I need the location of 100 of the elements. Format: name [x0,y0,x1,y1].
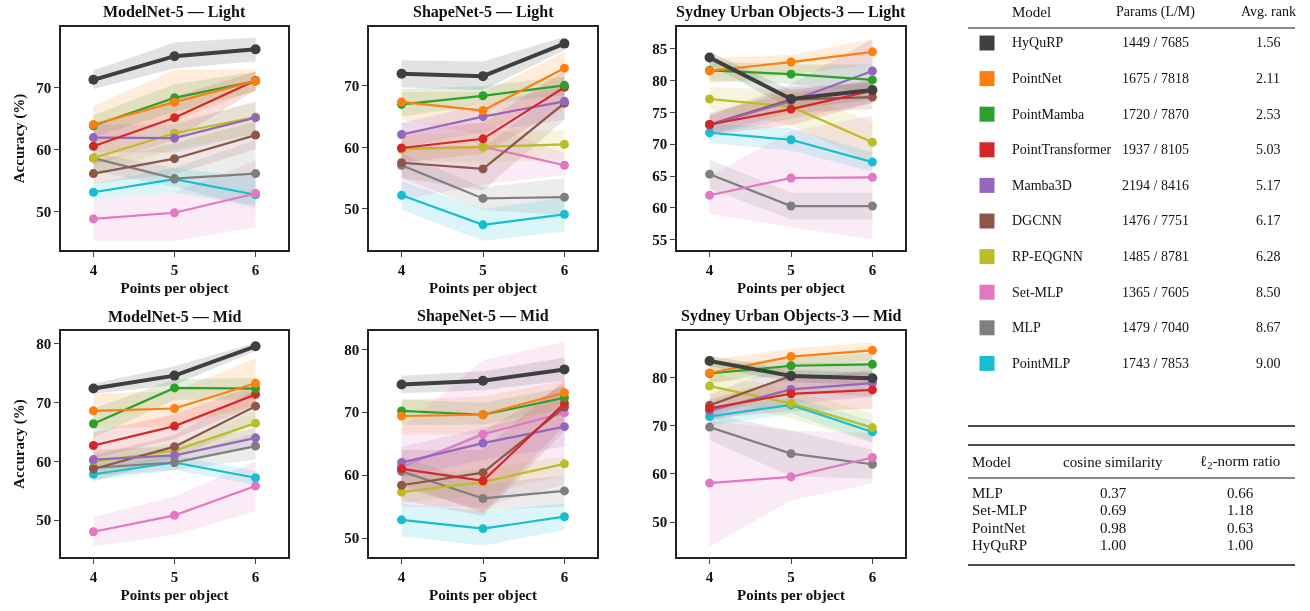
y-tick-label: 55 [652,232,668,249]
point [250,341,261,352]
data-label: 5.17 [1256,178,1281,193]
point [170,154,179,164]
category-label: PointMamba [1012,107,1086,122]
y-tick-label: 80 [344,341,360,358]
point [251,378,261,388]
point [478,193,488,203]
category-label: MLP [972,485,1003,501]
point [251,418,261,428]
chart-title: ModelNet-5 — Light [103,3,246,21]
point [397,411,407,421]
point [170,383,179,393]
point [478,106,488,116]
category-label: Set-MLP [1012,285,1064,300]
point [478,71,488,82]
data-label: 8.67 [1256,320,1281,335]
text: 1743 / 7853 [1122,356,1189,371]
x-axis-title: Points per object [736,587,846,604]
point [867,172,877,182]
y-tick-label: 60 [36,141,52,158]
data-label: 8.50 [1256,285,1281,300]
point [478,220,488,230]
x-axis-title: Points per object [428,587,538,604]
data-label: 1.00 [1227,537,1254,553]
point [169,51,180,62]
point [170,97,179,107]
y-tick-label: 80 [36,336,52,353]
data-label: 1.18 [1227,502,1254,518]
data-label: 0.37 [1100,485,1127,501]
text: 1485 / 8781 [1122,249,1189,264]
x-tick-label: 6 [251,261,260,278]
x-tick-label: 6 [251,568,260,585]
y-tick-label: 50 [36,203,52,220]
data-label: 5.03 [1256,142,1281,157]
point [88,214,98,224]
y-tick-label: 60 [652,466,668,483]
y-tick-label: 50 [344,530,360,547]
point [867,157,877,167]
x-tick-label: 4 [89,261,98,278]
text: Model [972,454,1012,470]
point [88,440,98,450]
category-label: PointNet [1012,71,1062,86]
y-tick-label: 70 [652,136,668,153]
text: cosine similarity [1063,454,1164,470]
point [478,91,488,101]
x-tick-label: 6 [560,568,569,585]
point [705,190,715,200]
point [88,527,98,537]
point [867,75,877,85]
point [559,139,569,149]
point [786,361,796,371]
point [559,459,569,469]
y-tick-label: 70 [36,79,52,96]
point [704,52,715,63]
text: Avg. rank [1241,4,1296,19]
point [867,137,877,147]
data-label: 0.98 [1100,520,1127,536]
y-tick-label: 85 [652,40,668,57]
point [867,385,877,395]
x-tick-label: 5 [170,568,179,585]
x-tick-label: 4 [89,568,98,585]
point [88,419,98,429]
point [867,345,877,355]
point [170,442,179,452]
point [867,201,877,211]
point [705,478,715,488]
chart-title: ModelNet-5 — Mid [108,308,242,325]
point [88,406,98,416]
category-label: RP-EQGNN [1012,249,1083,264]
data-label: 6.17 [1256,213,1281,228]
y-tick-label: 70 [36,394,52,411]
x-tick-label: 6 [868,568,877,585]
y-tick-label: 80 [652,369,668,386]
point [170,403,179,413]
point [88,133,98,143]
category-label: HyQuRP [972,537,1028,553]
point [251,401,261,411]
point [559,209,569,219]
point [478,468,488,478]
text: 1479 / 7040 [1122,320,1189,335]
point [170,421,179,431]
y-tick-label: 70 [344,78,360,95]
point [786,69,796,79]
point [559,38,570,49]
y-tick-label: 60 [652,200,668,217]
point [704,355,715,366]
point [559,160,569,170]
point [786,449,796,459]
y-tick-label: 70 [344,404,360,421]
point [786,389,796,399]
point [397,480,407,490]
y-tick-label: 50 [344,201,360,218]
point [559,364,570,375]
point [478,493,488,503]
x-axis-title: Points per object [428,280,538,297]
point [786,472,796,482]
point [88,383,99,394]
point [705,422,715,432]
x-tick-label: 4 [397,568,406,585]
